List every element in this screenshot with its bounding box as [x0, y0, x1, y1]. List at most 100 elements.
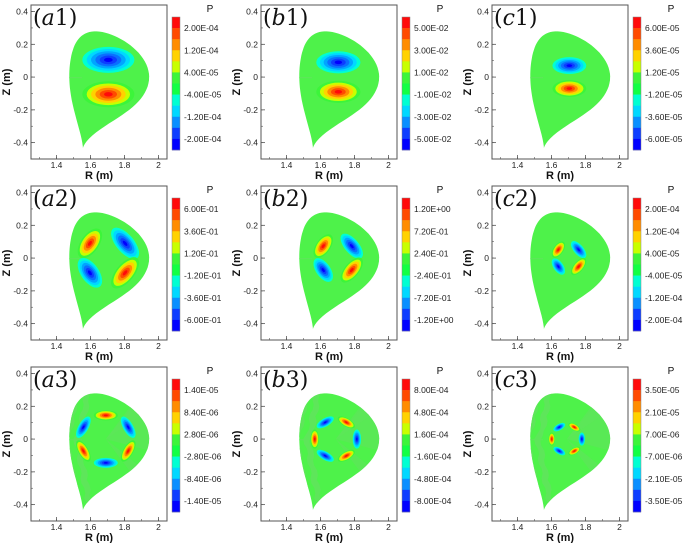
- panel-label-letter: b: [272, 368, 286, 393]
- positive-lobe: [77, 228, 103, 259]
- colorbar-band: [172, 94, 180, 106]
- panel-label-number: 3: [286, 368, 300, 393]
- negative-contour-level: [577, 248, 580, 252]
- positive-contour-level: [126, 449, 130, 453]
- positive-lobe: [568, 422, 581, 432]
- colorbar-label: 8.40E-06: [184, 407, 219, 417]
- positive-contour-level: [344, 421, 348, 424]
- x-tick-label: 1.6: [546, 341, 558, 351]
- colorbar-band: [402, 286, 410, 299]
- positive-lobe: [548, 432, 555, 446]
- positive-contour-level: [349, 267, 354, 273]
- panel-label-letter: a: [42, 368, 55, 393]
- colorbar-frame: [401, 16, 411, 151]
- colorbar-band: [172, 423, 180, 435]
- positive-lobe: [120, 440, 136, 462]
- panel-label-number: 3: [55, 368, 69, 393]
- negative-contour-level: [566, 64, 573, 68]
- colorbar-label: -2.00E-04: [184, 134, 222, 144]
- colorbar-band: [172, 478, 180, 491]
- x-tick-label: 2: [156, 522, 161, 532]
- panel-c3: 1.4 1.6 1.8 2 0.4 0.2 0 -0.2 -0.4 R (m) Z (m) (c3) P…: [462, 366, 683, 543]
- x-tick-label: 1.8: [580, 341, 592, 351]
- colorbar-frame: [632, 378, 642, 513]
- colorbar-band: [172, 319, 180, 332]
- x-tick-label: 1.8: [349, 341, 361, 351]
- midplane-line: [530, 77, 543, 79]
- negative-contour-level: [558, 450, 561, 452]
- colorbar-band: [402, 127, 410, 140]
- colorbar-frame: [401, 197, 411, 332]
- colorbar-band: [402, 83, 410, 95]
- positive-contour-level: [104, 92, 113, 97]
- positive-lobe: [551, 241, 566, 258]
- colorbar-band: [172, 401, 180, 413]
- x-axis-title: R (m): [315, 351, 343, 363]
- x-tick-label: 1.4: [51, 160, 63, 170]
- colorbar-band: [402, 401, 410, 413]
- x-tick-label: 1.8: [349, 522, 361, 532]
- colorbar-title: P: [668, 366, 675, 377]
- negative-lobe: [120, 416, 136, 438]
- colorbar-label: 2.80E-06: [184, 429, 219, 439]
- midplane-line: [69, 77, 82, 79]
- negative-contour-level: [323, 421, 327, 424]
- colorbar-band: [172, 198, 180, 210]
- colorbar-band: [402, 50, 410, 62]
- colorbar-band: [172, 467, 180, 480]
- y-tick-label: 0: [23, 434, 28, 444]
- colorbar-band: [402, 72, 410, 84]
- colorbar-label: -2.10E-05: [645, 474, 683, 484]
- y-tick-label: 0.4: [477, 188, 489, 198]
- colorbar-band: [172, 500, 180, 513]
- plot-frame: [30, 4, 168, 160]
- colorbar-band: [402, 489, 410, 502]
- panel-label-number: 2: [286, 187, 300, 212]
- negative-contour-level: [321, 268, 325, 273]
- panel-label-number: 1: [55, 6, 69, 31]
- colorbar-label: -1.20E-04: [645, 293, 683, 303]
- colorbar-band: [172, 456, 180, 468]
- colorbar-band: [172, 220, 180, 232]
- colorbar-label: 1.40E-05: [184, 385, 219, 395]
- negative-lobe: [553, 446, 566, 456]
- colorbar-band: [633, 297, 641, 310]
- x-tick-label: 1.4: [512, 522, 524, 532]
- contour-band: [303, 393, 326, 511]
- colorbar-band: [633, 253, 641, 265]
- colorbar-band: [402, 28, 410, 40]
- y-tick-label: -0.2: [243, 286, 258, 296]
- colorbar-label: -7.20E-01: [414, 293, 452, 303]
- x-tick-label: 1.8: [349, 160, 361, 170]
- colorbar-band: [633, 242, 641, 254]
- colorbar-label: -6.00E-05: [645, 134, 683, 144]
- colorbar-label: -4.00E-05: [645, 271, 683, 281]
- y-tick-label: 0: [253, 253, 258, 263]
- panel-label-letter: c: [503, 187, 515, 212]
- y-axis-title: Z (m): [462, 68, 474, 95]
- colorbar-band: [402, 412, 410, 424]
- positive-contour-level: [566, 87, 573, 90]
- y-tick-label: 0.2: [16, 401, 28, 411]
- colorbar-band: [633, 72, 641, 84]
- y-tick-label: -0.2: [243, 467, 258, 477]
- x-tick-label: 1.6: [85, 160, 97, 170]
- negative-lobe: [313, 258, 334, 282]
- colorbar-band: [172, 61, 180, 73]
- x-tick-label: 1.8: [119, 341, 131, 351]
- negative-lobe: [552, 57, 587, 75]
- positive-lobe: [340, 257, 363, 283]
- panel-label-number: 1: [515, 6, 529, 31]
- midplane-line: [530, 258, 543, 260]
- colorbar-label: 1.20E-04: [645, 226, 680, 236]
- colorbar-band: [402, 220, 410, 232]
- colorbar-band: [402, 253, 410, 265]
- colorbar-label: -4.00E-05: [184, 90, 222, 100]
- y-tick-label: -0.2: [13, 286, 28, 296]
- colorbar-band: [633, 127, 641, 140]
- colorbar-band: [402, 231, 410, 243]
- contour-band: [534, 393, 557, 511]
- colorbar-band: [633, 456, 641, 468]
- colorbar-band: [402, 209, 410, 221]
